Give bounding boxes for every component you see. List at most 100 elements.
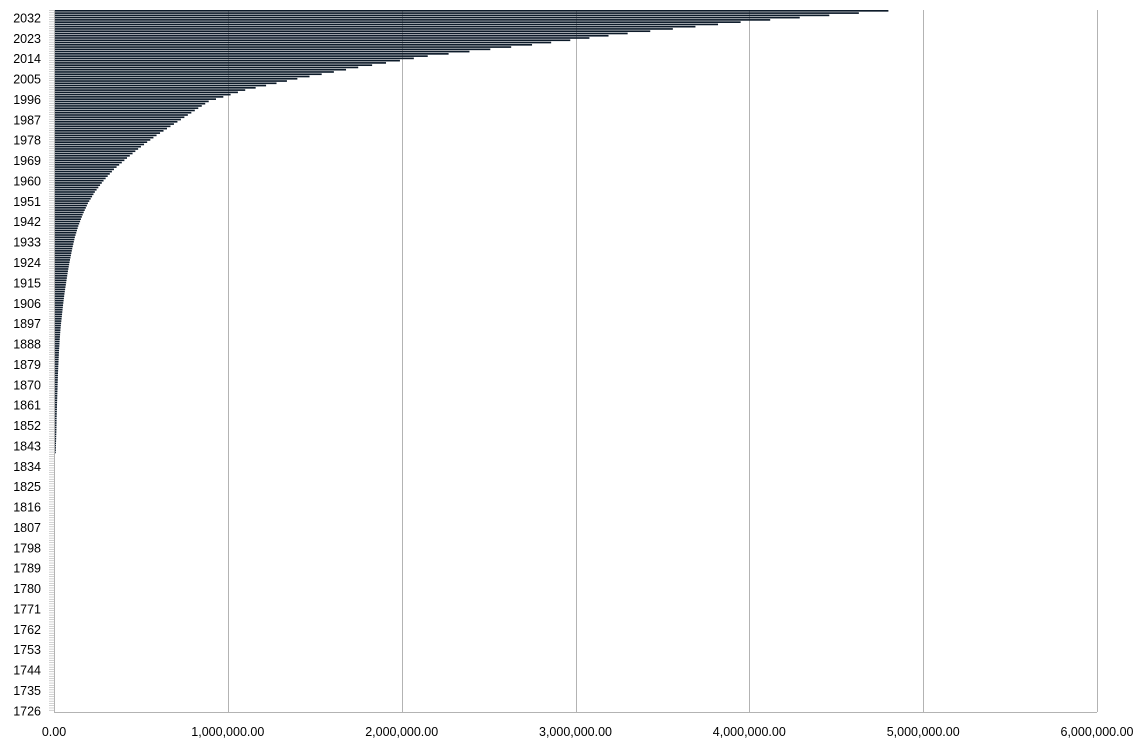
bar	[54, 274, 68, 277]
bar	[54, 139, 151, 141]
bar	[54, 437, 57, 440]
bar	[54, 116, 185, 119]
bar	[54, 306, 63, 309]
bar	[54, 347, 60, 350]
bar	[54, 428, 57, 431]
x-tick-label: 1,000,000.00	[191, 725, 264, 739]
y-tick-label: 1951	[13, 195, 41, 209]
bar	[54, 329, 61, 331]
bar	[54, 376, 58, 379]
bar	[54, 422, 57, 424]
bar	[54, 227, 78, 230]
bar	[54, 53, 449, 55]
bar	[54, 252, 72, 254]
bar	[54, 288, 66, 291]
bar	[54, 370, 59, 372]
bar	[54, 327, 61, 329]
bar	[54, 365, 59, 368]
bar	[54, 21, 741, 23]
bar	[54, 111, 192, 114]
bar	[54, 154, 130, 157]
bar	[54, 82, 277, 85]
bar	[54, 168, 114, 171]
bar	[54, 293, 65, 295]
bar	[54, 277, 67, 279]
bar	[54, 16, 800, 19]
bar	[54, 397, 58, 399]
bar	[54, 295, 65, 297]
bar	[54, 96, 224, 98]
bar	[54, 404, 58, 406]
grid-layer	[54, 10, 1098, 712]
bar	[54, 188, 97, 191]
bar	[54, 363, 59, 365]
bar	[54, 284, 66, 286]
y-tick-label: 1879	[13, 358, 41, 372]
bar	[54, 218, 81, 220]
bar	[54, 28, 673, 30]
bar	[54, 89, 246, 91]
bar	[54, 243, 74, 245]
bar	[54, 415, 57, 418]
bar	[54, 216, 82, 218]
bar	[54, 114, 188, 116]
bar	[54, 322, 62, 325]
bar	[54, 62, 387, 64]
bar	[54, 234, 76, 236]
bar	[54, 336, 60, 338]
bar	[54, 256, 71, 259]
bar	[54, 419, 57, 422]
y-tick-label: 1771	[13, 603, 41, 617]
bar	[54, 209, 85, 211]
y-tick-label: 1780	[13, 582, 41, 596]
y-tick-label: 1870	[13, 378, 41, 392]
bar	[54, 80, 287, 82]
bar	[54, 182, 102, 184]
bar	[54, 130, 164, 132]
bar	[54, 173, 110, 175]
y-tick-label: 2005	[13, 73, 41, 87]
bar	[54, 12, 859, 14]
bar	[54, 175, 108, 177]
bar	[54, 132, 161, 134]
bar	[54, 268, 69, 270]
bar	[54, 308, 63, 311]
bar	[54, 118, 181, 121]
bar	[54, 281, 67, 284]
x-tick-label: 4,000,000.00	[713, 725, 786, 739]
bar	[54, 245, 73, 248]
bar	[54, 197, 91, 200]
x-tick-label: 2,000,000.00	[365, 725, 438, 739]
bar	[54, 345, 60, 347]
bar	[54, 372, 58, 374]
bar	[54, 313, 63, 316]
bar	[54, 302, 64, 304]
y-tick-label: 1978	[13, 134, 41, 148]
bar	[54, 238, 75, 241]
bar	[54, 10, 889, 12]
x-tick-label: 3,000,000.00	[539, 725, 612, 739]
y-tick-label: 1960	[13, 175, 41, 189]
bar	[54, 297, 64, 300]
bar	[54, 338, 60, 341]
bar	[54, 150, 136, 153]
bar	[54, 250, 72, 252]
bar	[54, 351, 59, 354]
y-tick-label: 1987	[13, 113, 41, 127]
bar	[54, 71, 334, 73]
y-tick-label: 1789	[13, 562, 41, 576]
y-tick-label: 1897	[13, 317, 41, 331]
bar	[54, 331, 61, 334]
bar	[54, 191, 95, 193]
bar	[54, 100, 209, 103]
bar	[54, 141, 148, 143]
bar	[54, 279, 67, 282]
y-tick-label: 1906	[13, 297, 41, 311]
bar	[54, 39, 571, 42]
bar	[54, 73, 322, 76]
bar	[54, 43, 533, 46]
bar	[54, 134, 157, 137]
bar	[54, 410, 57, 413]
bar	[54, 442, 57, 445]
bar	[54, 342, 60, 345]
